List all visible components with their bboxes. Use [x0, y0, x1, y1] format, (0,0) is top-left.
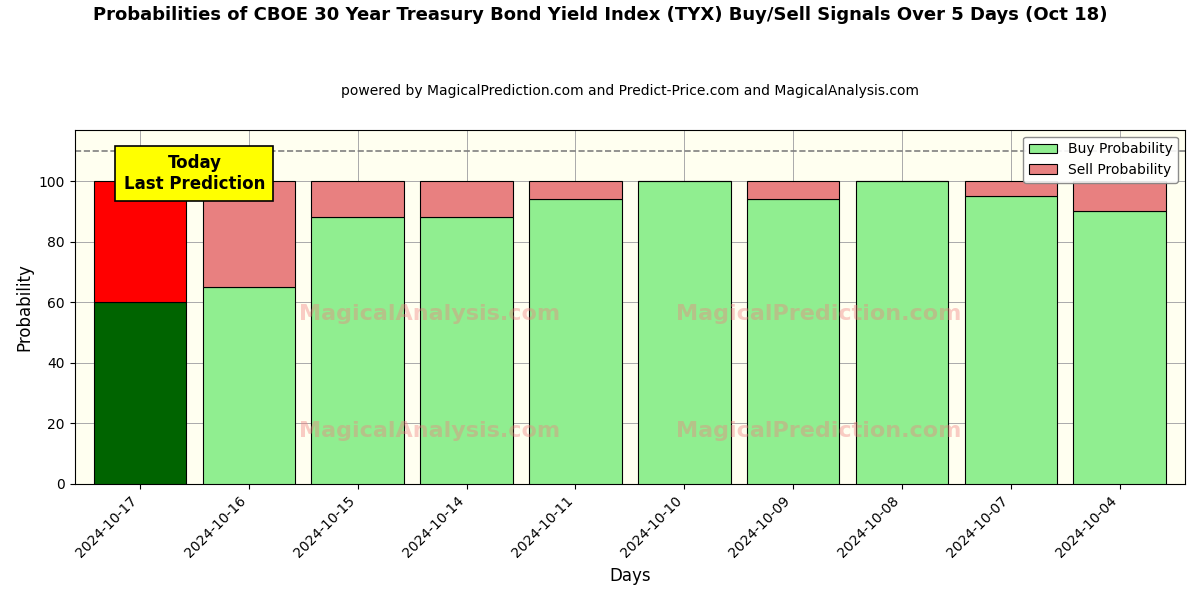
Legend: Buy Probability, Sell Probability: Buy Probability, Sell Probability — [1024, 137, 1178, 183]
Text: MagicalAnalysis.com: MagicalAnalysis.com — [300, 421, 560, 440]
Text: MagicalPrediction.com: MagicalPrediction.com — [676, 304, 961, 324]
Bar — [94, 302, 186, 484]
Bar — [203, 287, 295, 484]
X-axis label: Days: Days — [610, 567, 650, 585]
Bar — [529, 199, 622, 484]
Bar — [203, 181, 295, 287]
Y-axis label: Probability: Probability — [16, 263, 34, 350]
Bar — [420, 181, 512, 217]
Bar — [94, 181, 186, 302]
Bar — [312, 181, 404, 217]
Text: Probabilities of CBOE 30 Year Treasury Bond Yield Index (TYX) Buy/Sell Signals O: Probabilities of CBOE 30 Year Treasury B… — [92, 6, 1108, 24]
Bar — [746, 199, 839, 484]
Text: MagicalPrediction.com: MagicalPrediction.com — [676, 421, 961, 440]
Bar — [856, 181, 948, 484]
Bar — [965, 196, 1057, 484]
Bar — [1074, 211, 1166, 484]
Text: MagicalAnalysis.com: MagicalAnalysis.com — [300, 304, 560, 324]
Bar — [746, 181, 839, 199]
Bar — [420, 217, 512, 484]
Bar — [312, 217, 404, 484]
Title: powered by MagicalPrediction.com and Predict-Price.com and MagicalAnalysis.com: powered by MagicalPrediction.com and Pre… — [341, 84, 919, 98]
Bar — [638, 181, 731, 484]
Bar — [529, 181, 622, 199]
Bar — [1074, 181, 1166, 211]
Text: Today
Last Prediction: Today Last Prediction — [124, 154, 265, 193]
Bar — [965, 181, 1057, 196]
